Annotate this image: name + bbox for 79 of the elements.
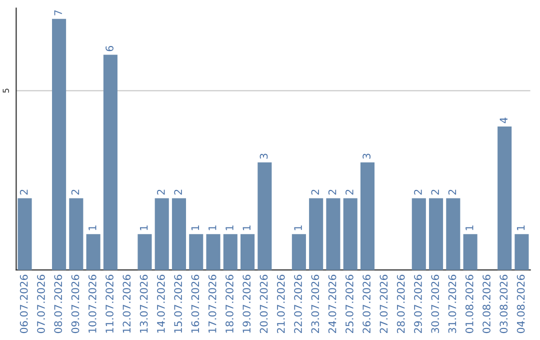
bar — [292, 234, 306, 270]
bar — [360, 162, 375, 270]
bar — [138, 234, 152, 270]
bar — [309, 198, 324, 270]
data-label: 2 — [157, 190, 165, 195]
x-tick-label: 18.07.2026 — [226, 274, 234, 333]
bar — [429, 198, 444, 270]
data-label: 1 — [226, 226, 234, 230]
x-tick-label: 03.08.2026 — [500, 274, 508, 334]
bar — [52, 18, 66, 270]
bar — [498, 126, 512, 270]
bar — [463, 234, 478, 270]
bar — [223, 234, 238, 270]
x-tick-label: 17.07.2026 — [208, 274, 216, 333]
x-tick-label: 26.07.2026 — [362, 274, 371, 334]
data-label: 6 — [106, 46, 114, 52]
bar — [103, 54, 118, 270]
y-tick-label: 5 — [2, 88, 10, 93]
x-tick-label: 10.07.2026 — [88, 274, 96, 333]
x-tick-label: 11.07.2026 — [106, 274, 114, 333]
x-tick-label: 29.07.2026 — [414, 274, 422, 334]
data-label: 2 — [20, 190, 28, 195]
bar — [343, 198, 358, 270]
data-label: 1 — [208, 226, 216, 230]
bar — [326, 198, 340, 270]
x-tick-label: 06.07.2026 — [20, 274, 28, 334]
data-label: 2 — [328, 190, 336, 195]
data-label: 2 — [311, 190, 319, 195]
bar — [69, 198, 84, 270]
data-label: 1 — [140, 226, 148, 230]
x-tick-label: 31.07.2026 — [448, 274, 456, 333]
bar — [154, 198, 169, 270]
bar — [514, 234, 529, 270]
bar — [206, 234, 220, 270]
x-tick-label: 01.08.2026 — [465, 274, 474, 334]
bar — [240, 234, 255, 270]
x-tick-label: 23.07.2026 — [311, 274, 320, 334]
x-tick-label: 16.07.2026 — [191, 274, 200, 333]
data-label: 1 — [466, 226, 474, 230]
data-label: 3 — [260, 154, 268, 159]
x-tick-label: 09.07.2026 — [71, 274, 80, 334]
x-tick-label: 21.07.2026 — [276, 274, 285, 334]
data-label: 1 — [294, 226, 302, 230]
data-label: 1 — [88, 226, 96, 230]
x-tick-label: 22.07.2026 — [294, 274, 302, 334]
bar — [412, 198, 426, 270]
bar — [189, 234, 204, 270]
x-tick-label: 15.07.2026 — [174, 274, 182, 333]
data-label: 2 — [174, 190, 182, 195]
data-label: 4 — [500, 118, 508, 124]
x-tick-label: 07.07.2026 — [37, 274, 45, 334]
data-label: 2 — [71, 190, 80, 195]
bar — [172, 198, 186, 270]
bar — [18, 198, 32, 270]
x-tick-label: 04.08.2026 — [516, 274, 525, 334]
data-label: 2 — [414, 190, 422, 195]
data-label: 1 — [516, 226, 525, 230]
data-label: 3 — [362, 154, 371, 159]
data-label: 1 — [242, 226, 250, 230]
x-tick-label: 14.07.2026 — [157, 274, 165, 333]
x-tick-label: 25.07.2026 — [345, 274, 354, 334]
x-tick-label: 19.07.2026 — [242, 274, 251, 333]
data-label: 7 — [54, 10, 62, 16]
data-label: 2 — [431, 190, 439, 195]
x-tick-label: 08.07.2026 — [54, 274, 62, 334]
x-tick-label: 24.07.2026 — [328, 274, 336, 334]
x-tick-label: 28.07.2026 — [396, 274, 405, 334]
bar — [446, 198, 460, 270]
x-tick-label: 27.07.2026 — [380, 274, 388, 334]
bar — [258, 162, 272, 270]
x-tick-label: 13.07.2026 — [140, 274, 148, 333]
data-label: 2 — [345, 190, 354, 195]
bar — [86, 234, 100, 270]
x-tick-label: 02.08.2026 — [482, 274, 490, 334]
x-tick-label: 20.07.2026 — [260, 274, 268, 334]
x-tick-label: 30.07.2026 — [431, 274, 440, 333]
x-tick-label: 12.07.2026 — [122, 274, 131, 333]
data-label: 1 — [191, 226, 199, 230]
data-label: 2 — [448, 190, 456, 195]
